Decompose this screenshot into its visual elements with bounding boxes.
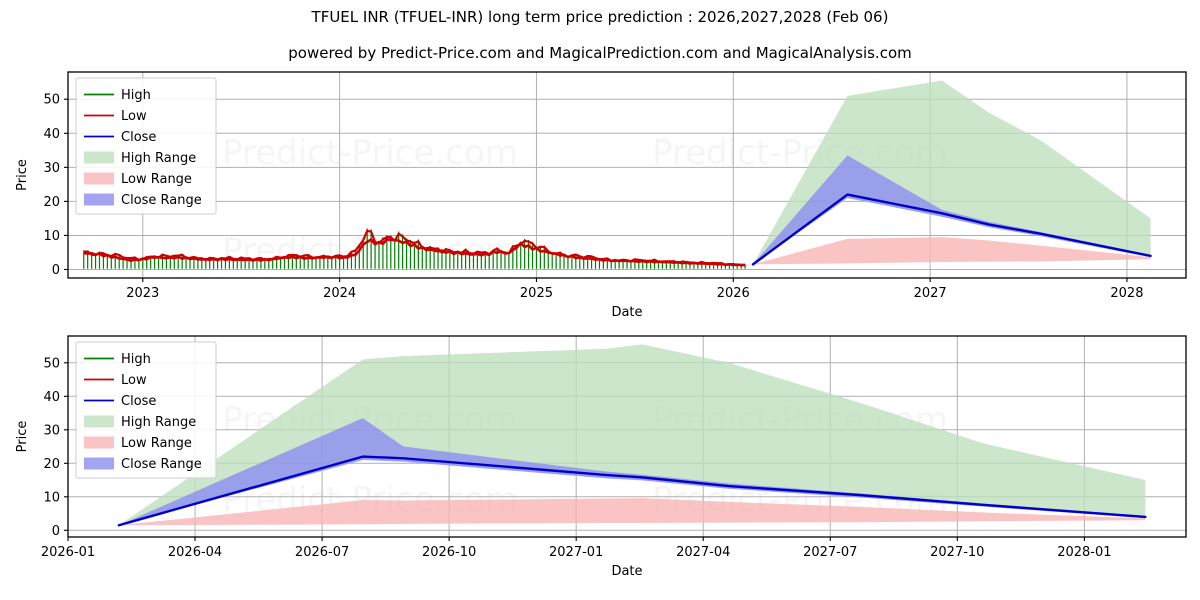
y-tick-label: 0: [52, 524, 60, 539]
y-tick-label: 40: [43, 127, 60, 142]
x-tick-label: 2027-01: [549, 545, 603, 560]
low-range-band: [118, 498, 1146, 526]
legend-bottom: High Low Close High Range Low Range Close Ran…: [75, 341, 217, 479]
y-tick-label: 20: [43, 457, 60, 472]
x-tick-label: 2027-04: [676, 545, 730, 560]
legend-label: Close: [121, 394, 156, 409]
legend-label: High: [121, 352, 151, 367]
legend-label: Low Range: [121, 172, 192, 187]
legend-label: Low Range: [121, 436, 192, 451]
x-tick-label: 2028: [1110, 286, 1143, 301]
legend-top: High Low Close High Range Low Range Close Ran…: [75, 77, 217, 215]
high-range-band: [752, 80, 1151, 265]
plot-border: [67, 71, 1187, 279]
close-range-band: [752, 155, 1151, 265]
close-series-line: [751, 193, 1152, 266]
low-series-history-body: [83, 229, 746, 267]
legend-patch-swatch: [84, 151, 114, 164]
x-tick-label: 2026: [717, 286, 750, 301]
y-tick-label: 40: [43, 390, 60, 405]
legend-patch-swatch: [84, 436, 114, 449]
low-series-history: [83, 238, 746, 267]
y-tick-label: 30: [43, 423, 60, 438]
legend-patch-swatch: [84, 457, 114, 470]
x-axis-label: Date: [611, 564, 642, 579]
page-subtitle: powered by Predict-Price.com and Magical…: [288, 44, 912, 62]
low-range-band: [752, 237, 1151, 265]
page-title: TFUEL INR (TFUEL-INR) long term price pr…: [311, 8, 889, 26]
x-tick-label: 2025: [520, 286, 553, 301]
y-tick-label: 0: [52, 263, 60, 278]
history-series: [83, 228, 746, 269]
x-tick-label: 2027-10: [930, 545, 984, 560]
plot-border: [67, 335, 1187, 538]
close-series-line: [117, 455, 1147, 527]
y-tick-label: 10: [43, 490, 60, 505]
legend-label: Close Range: [121, 457, 202, 472]
legend-label: Low: [121, 373, 147, 388]
legend-label: High Range: [121, 415, 196, 430]
high-series-history: [83, 228, 746, 269]
x-tick-label: 2026-04: [168, 545, 222, 560]
x-tick-label: 2023: [126, 286, 159, 301]
x-tick-label: 2024: [323, 286, 356, 301]
y-axis-label: Price: [15, 421, 30, 453]
panel-bottom: Predict-Price.comPredict-Price.comPredic…: [15, 335, 1187, 579]
y-tick-label: 10: [43, 229, 60, 244]
high-range-band: [118, 344, 1146, 526]
x-tick-label: 2027: [914, 286, 947, 301]
legend-patch-swatch: [84, 415, 114, 428]
x-tick-label: 2027-07: [803, 545, 857, 560]
y-tick-label: 50: [43, 93, 60, 108]
y-tick-label: 20: [43, 195, 60, 210]
legend-label: Close: [121, 130, 156, 145]
x-axis-label: Date: [611, 305, 642, 320]
legend-patch-swatch: [84, 172, 114, 185]
x-tick-label: 2026-07: [295, 545, 349, 560]
legend-label: High: [121, 88, 151, 103]
x-tick-label: 2028-01: [1057, 545, 1111, 560]
y-axis-label: Price: [15, 159, 30, 191]
panel-top: Predict-Price.comPredict-Price.comPredic…: [15, 71, 1187, 320]
legend-patch-swatch: [84, 193, 114, 206]
x-tick-label: 2026-01: [41, 545, 95, 560]
y-tick-label: 30: [43, 161, 60, 176]
y-tick-label: 50: [43, 356, 60, 371]
legend-label: Low: [121, 109, 147, 124]
x-tick-label: 2026-10: [422, 545, 476, 560]
legend-label: Close Range: [121, 193, 202, 208]
legend-label: High Range: [121, 151, 196, 166]
